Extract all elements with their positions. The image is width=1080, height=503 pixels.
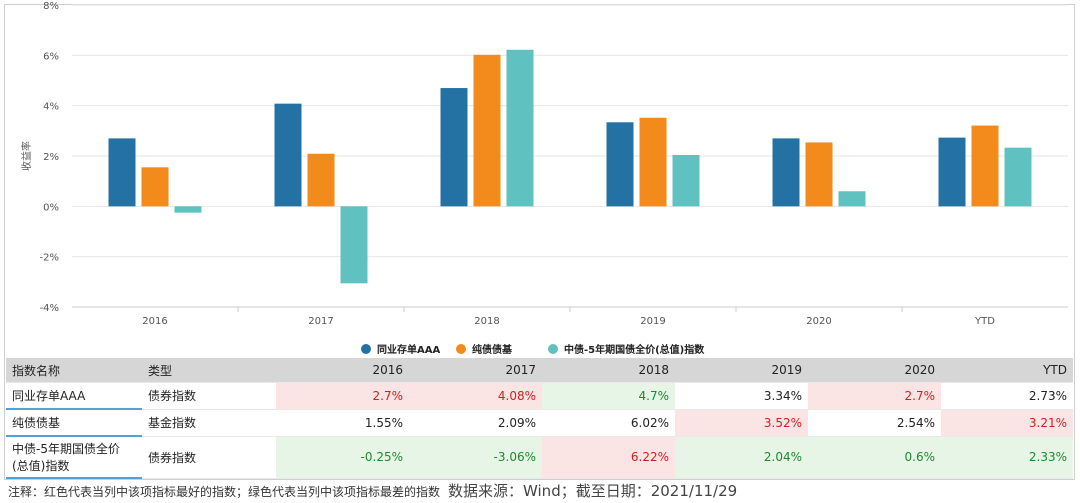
value-cell: 4.08%	[409, 382, 542, 410]
bar	[141, 167, 169, 207]
bar-chart: -4% -2% 0% 2% 4% 6% 8% 收益率 2016 2017 2018 2019 2020 Y…	[20, 1, 1068, 356]
header-cell-name: 指数名称	[6, 358, 142, 383]
row-name-link[interactable]: 同业存单AAA	[6, 382, 142, 410]
row-type: 基金指数	[142, 409, 276, 437]
returns-table: 指数名称 类型 2016 2017 2018 2019 2020 YTD 同业存…	[6, 358, 1073, 479]
bar	[174, 206, 202, 213]
legend-marker	[456, 344, 466, 354]
bar	[307, 153, 335, 207]
legend-marker	[361, 344, 371, 354]
row-type: 债券指数	[142, 436, 276, 479]
value-cell: 3.52%	[675, 409, 808, 437]
header-cell-2018: 2018	[542, 358, 675, 383]
bar	[672, 154, 700, 207]
value-cell: 2.09%	[409, 409, 542, 437]
footnote-note: 注释：红色代表当列中该项指标最好的指数；绿色代表当列中该项指标最差的指数	[8, 485, 441, 499]
bar	[340, 206, 368, 284]
bar	[274, 103, 302, 207]
bar	[971, 125, 999, 207]
value-cell: 2.54%	[808, 409, 941, 437]
table-row: 纯债债基 基金指数 1.55% 2.09% 6.02% 3.52% 2.54% …	[6, 409, 1073, 437]
legend-label: 纯债债基	[472, 343, 513, 356]
value-cell: 3.34%	[675, 382, 808, 410]
y-tick-label: 6%	[43, 51, 59, 62]
value-cell: 2.7%	[808, 382, 941, 410]
value-cell: 0.6%	[808, 436, 941, 479]
y-tick-label: -4%	[40, 303, 59, 314]
header-cell-ytd: YTD	[941, 358, 1073, 383]
bar	[1004, 147, 1032, 207]
bar	[108, 138, 136, 207]
legend-marker	[548, 344, 558, 354]
legend-label: 同业存单AAA	[377, 343, 440, 356]
header-cell-type: 类型	[142, 358, 276, 383]
footnote-source: 数据来源：Wind；截至日期：2021/11/29	[448, 482, 738, 500]
footnote: 注释：红色代表当列中该项指标最好的指数；绿色代表当列中该项指标最差的指数 数据来源…	[8, 480, 1078, 501]
value-cell: 4.7%	[542, 382, 675, 410]
bar	[506, 49, 534, 207]
value-cell: 6.22%	[542, 436, 675, 479]
value-cell: 2.33%	[941, 436, 1073, 479]
x-tick-label: 2019	[640, 316, 665, 327]
value-cell: 6.02%	[542, 409, 675, 437]
x-tick-label: 2016	[142, 316, 167, 327]
value-cell: 3.21%	[941, 409, 1073, 437]
y-tick-label: 4%	[43, 102, 59, 113]
bar	[606, 122, 634, 207]
y-axis-label: 收益率	[20, 141, 33, 171]
legend-label: 中债-5年期国债全价(总值)指数	[564, 343, 705, 356]
value-cell: 2.73%	[941, 382, 1073, 410]
y-tick-label: -2%	[40, 253, 59, 264]
y-tick-label: 0%	[43, 202, 59, 213]
row-name-link[interactable]: 中债-5年期国债全价(总值)指数	[6, 436, 142, 479]
header-cell-2017: 2017	[409, 358, 542, 383]
header-cell-2020: 2020	[808, 358, 941, 383]
bar	[639, 117, 667, 207]
y-tick-label: 8%	[43, 1, 59, 12]
x-tick-label: 2017	[308, 316, 333, 327]
bar	[440, 88, 468, 207]
header-cell-2016: 2016	[276, 358, 409, 383]
value-cell: 2.7%	[276, 382, 409, 410]
table-row: 同业存单AAA 债券指数 2.7% 4.08% 4.7% 3.34% 2.7% …	[6, 382, 1073, 410]
x-tick-label: 2020	[806, 316, 831, 327]
bar	[838, 191, 866, 207]
table-header-row: 指数名称 类型 2016 2017 2018 2019 2020 YTD	[6, 358, 1073, 383]
x-tick-label: YTD	[974, 316, 995, 327]
value-cell: 2.04%	[675, 436, 808, 479]
bar	[938, 137, 966, 207]
header-cell-2019: 2019	[675, 358, 808, 383]
row-type: 债券指数	[142, 382, 276, 410]
value-cell: 1.55%	[276, 409, 409, 437]
y-tick-label: 2%	[43, 152, 59, 163]
bar	[772, 138, 800, 207]
row-name-link[interactable]: 纯债债基	[6, 409, 142, 437]
x-tick-label: 2018	[474, 316, 499, 327]
bar	[805, 142, 833, 207]
value-cell: -0.25%	[276, 436, 409, 479]
value-cell: -3.06%	[409, 436, 542, 479]
bar	[473, 54, 501, 207]
table-row: 中债-5年期国债全价(总值)指数 债券指数 -0.25% -3.06% 6.22…	[6, 436, 1073, 479]
